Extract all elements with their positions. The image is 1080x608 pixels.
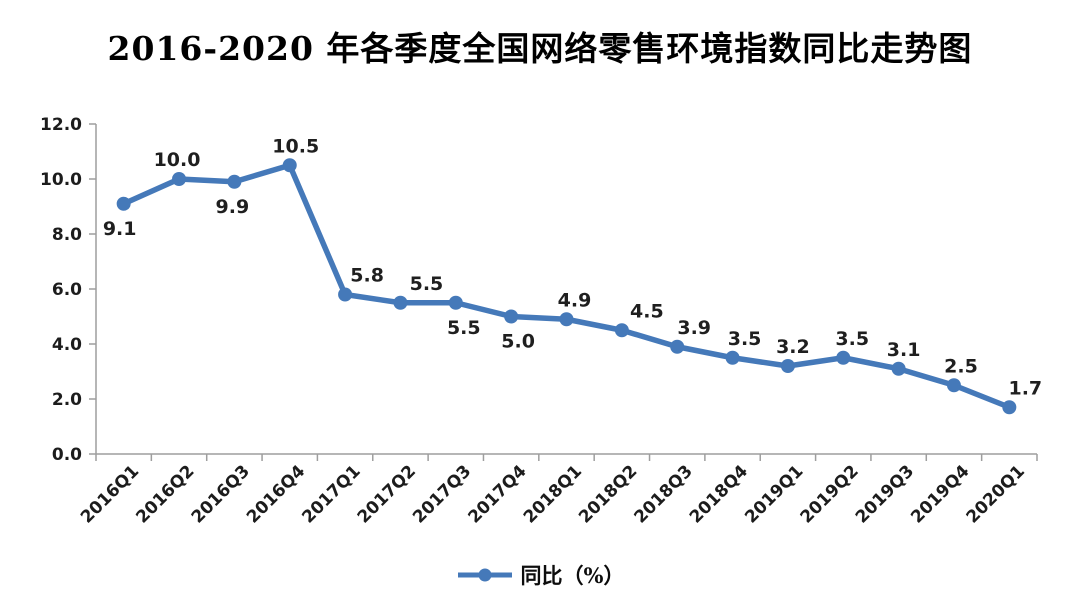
data-point-label: 4.9	[558, 289, 592, 311]
x-tick-label: 2019Q3	[852, 461, 918, 527]
data-point	[725, 350, 740, 365]
data-point-label: 10.0	[154, 149, 201, 171]
data-point-label: 9.1	[103, 218, 137, 240]
chart-title: 2016-2020 年各季度全国网络零售环境指数同比走势图	[107, 29, 973, 68]
data-point-label: 10.5	[272, 135, 319, 157]
y-tick-label: 10.0	[40, 170, 82, 190]
data-point	[559, 312, 574, 327]
y-tick-label: 2.0	[52, 390, 82, 410]
x-tick-label: 2020Q1	[963, 461, 1029, 527]
data-point-label: 4.5	[630, 300, 664, 322]
legend-label: 同比（%）	[520, 563, 625, 588]
x-tick-label: 2016Q1	[77, 461, 143, 527]
x-tick-label: 2016Q4	[243, 461, 309, 527]
data-point	[448, 295, 463, 310]
data-point	[891, 361, 906, 376]
data-point	[172, 172, 187, 186]
data-point	[946, 378, 961, 393]
series-line	[120, 162, 1013, 410]
data-point	[780, 359, 795, 373]
data-point-label: 3.2	[776, 336, 810, 358]
y-tick-label: 8.0	[52, 225, 82, 245]
data-point-label: 5.5	[410, 273, 444, 295]
data-point-label: 3.1	[887, 339, 921, 361]
data-point	[338, 287, 353, 302]
x-tick-label: 2017Q1	[298, 461, 364, 527]
data-point-label: 3.5	[835, 328, 869, 350]
x-tick-label: 2019Q4	[907, 461, 973, 527]
data-point	[614, 323, 629, 338]
data-point-label: 5.0	[501, 331, 535, 353]
x-tick-label: 2018Q3	[631, 461, 697, 527]
data-point-label: 1.7	[1008, 377, 1042, 399]
data-point	[393, 295, 408, 310]
data-point	[116, 196, 131, 211]
x-tick-label: 2019Q2	[797, 461, 863, 527]
data-point	[836, 350, 851, 365]
data-point	[504, 309, 519, 324]
y-tick-label: 0.0	[52, 445, 82, 465]
x-tick-label: 2017Q3	[409, 461, 475, 527]
data-point-label: 9.9	[216, 196, 250, 218]
data-point-label: 5.5	[447, 317, 481, 339]
data-point-label: 3.5	[728, 328, 762, 350]
x-tick-label: 2017Q2	[354, 461, 420, 527]
data-point-label: 5.8	[350, 265, 384, 287]
x-tick-label: 2019Q1	[741, 461, 807, 527]
x-tick-label: 2018Q1	[520, 461, 586, 527]
y-tick-label: 4.0	[52, 335, 82, 355]
legend-dot	[478, 568, 492, 582]
x-tick-label: 2016Q2	[132, 461, 198, 527]
y-tick-label: 6.0	[52, 280, 82, 300]
x-tick-label: 2016Q3	[188, 461, 254, 527]
x-tick-label: 2018Q2	[575, 461, 641, 527]
series-line-marker-icon	[457, 568, 512, 582]
data-point-label: 3.9	[677, 317, 711, 339]
y-tick-label: 12.0	[40, 115, 82, 135]
data-point	[282, 158, 297, 173]
data-point-label: 2.5	[944, 355, 978, 377]
legend: 同比（%）	[0, 560, 1080, 590]
data-point	[1002, 400, 1017, 415]
x-tick-label: 2018Q4	[686, 461, 752, 527]
data-point	[670, 339, 685, 354]
data-point	[227, 174, 242, 189]
x-tick-label: 2017Q4	[464, 461, 530, 527]
